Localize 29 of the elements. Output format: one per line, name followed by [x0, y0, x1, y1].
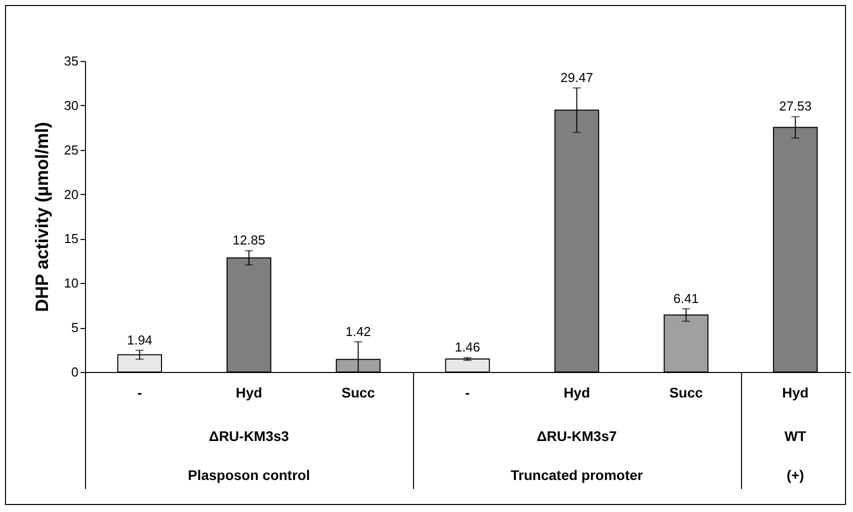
- data-label: 1.42: [346, 324, 371, 339]
- text: ΔRU-KM3s3: [208, 428, 290, 444]
- y-tick-label: 25: [64, 142, 78, 158]
- x-tick-label: Hyd: [782, 384, 809, 400]
- y-axis-title: DHP activity (µmol/ml): [32, 122, 52, 312]
- y-tick-label: 30: [64, 98, 78, 113]
- x-tick-label: Hyd: [564, 384, 590, 400]
- y-tick-label: 35: [64, 54, 78, 68]
- text: Plasposon control: [186, 467, 311, 483]
- data-label: 27.53: [779, 98, 812, 114]
- data-label: 1.94: [126, 332, 152, 348]
- y-tick-label: 5: [71, 320, 78, 336]
- text: (+): [786, 467, 806, 483]
- y-tick-label: 20: [64, 186, 78, 202]
- data-label: 12.85: [232, 232, 266, 248]
- y-tick-label: 15: [64, 231, 78, 246]
- y-tick-label: 10: [64, 276, 78, 291]
- x-tick-label: -: [465, 384, 470, 400]
- data-label: 29.47: [560, 70, 594, 85]
- text: Truncated promoter: [510, 467, 644, 483]
- x-tick-label: -: [137, 384, 142, 400]
- y-tick-label: 0: [71, 364, 78, 380]
- data-label: 6.41: [673, 290, 699, 306]
- x-tick-label: Hyd: [236, 384, 262, 400]
- x-tick-label: Succ: [341, 384, 376, 400]
- text: WT: [783, 428, 808, 444]
- text: ΔRU-KM3s7: [536, 428, 618, 444]
- x-tick-label: Succ: [669, 384, 704, 400]
- data-label: 1.46: [454, 340, 480, 355]
